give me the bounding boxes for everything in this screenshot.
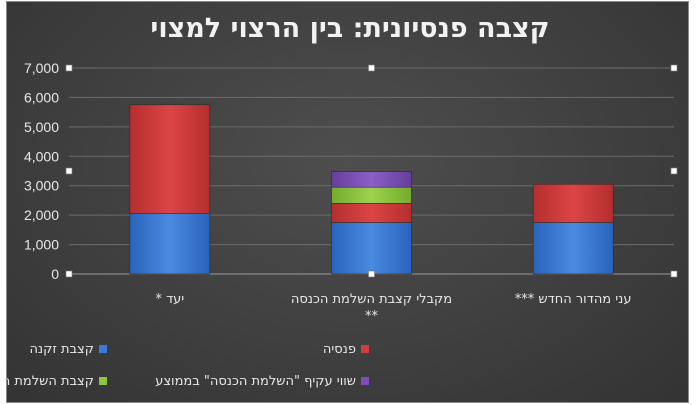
y-tick-label: 6,000 [24, 89, 59, 105]
category-label: עני מהדור החדש *** [515, 292, 632, 307]
y-tick-label: 2,000 [24, 207, 59, 223]
category-label: ** [365, 309, 379, 324]
bars [129, 104, 614, 275]
y-tick-label: 4,000 [24, 148, 59, 164]
category-label: מקבלי קצבת השלמת הכנסה [291, 292, 452, 307]
bar-segment [331, 203, 412, 223]
bar-segment [129, 213, 211, 275]
resize-handle[interactable] [368, 270, 375, 278]
bar-segment [331, 186, 412, 204]
y-axis-ticks: 0 1,000 2,000 3,000 4,000 5,000 6,000 7,000 [24, 60, 59, 282]
legend-marker [361, 377, 369, 385]
legend-marker [361, 345, 369, 353]
resize-handle[interactable] [670, 270, 678, 278]
resize-handle[interactable] [65, 167, 73, 175]
y-tick-label: 1,000 [24, 237, 59, 253]
y-tick-label: 5,000 [24, 119, 59, 135]
bar-segment [331, 171, 412, 188]
resize-handle[interactable] [65, 270, 73, 278]
legend-label: קצבת זקנה [29, 342, 94, 357]
bar-segment [532, 183, 614, 223]
legend-marker [99, 345, 107, 353]
chart-area: קצבה פנסיונית: בין הרצוי למצוי 0 1,000 2,0… [6, 1, 689, 403]
legend-label: קצבת השלמת הכנסה ממוצעת [7, 374, 94, 389]
legend-label: שווי עקיף "השלמת הכנסה" בממוצע [155, 374, 356, 389]
y-tick-label: 7,000 [24, 60, 59, 76]
legend-label: פנסיה [323, 342, 356, 357]
bar-segment [129, 104, 211, 214]
y-tick-label: 0 [51, 266, 59, 282]
resize-handle[interactable] [368, 64, 375, 72]
bar-segment [331, 222, 412, 275]
chart-title: קצבה פנסיונית: בין הרצוי למצוי [150, 13, 549, 44]
legend-marker [99, 377, 107, 385]
chart-svg: קצבה פנסיונית: בין הרצוי למצוי 0 1,000 2,0… [7, 13, 678, 389]
x-axis-labels: יעד * מקבלי קצבת השלמת הכנסה ** עני מהדור ה… [155, 292, 631, 324]
category-label: יעד * [155, 292, 184, 307]
resize-handle[interactable] [670, 64, 678, 72]
selection-handles[interactable] [65, 64, 678, 278]
y-tick-label: 3,000 [24, 178, 59, 194]
legend: קצבת זקנה פנסיה קצבת השלמת הכנסה ממוצעת שוו… [7, 342, 369, 389]
resize-handle[interactable] [670, 167, 678, 175]
resize-handle[interactable] [65, 64, 73, 72]
bar-segment [532, 222, 614, 275]
